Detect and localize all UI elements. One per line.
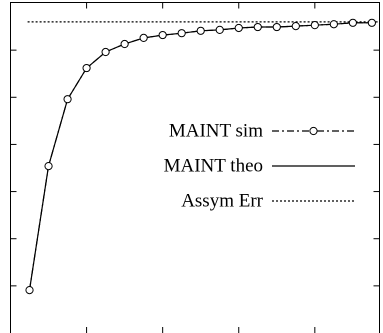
data-point <box>272 22 281 32</box>
data-point <box>367 18 376 27</box>
data-point <box>82 63 91 73</box>
legend-marker <box>309 126 318 136</box>
data-point <box>291 22 300 31</box>
data-point <box>120 39 129 49</box>
legend-label: Assym Err <box>181 190 263 211</box>
plot-frame <box>10 2 380 333</box>
data-point <box>177 29 186 38</box>
data-point <box>310 21 319 30</box>
data-point <box>139 33 148 42</box>
legend-label: MAINT sim <box>169 120 263 141</box>
data-point <box>329 20 338 29</box>
data-point <box>215 25 224 34</box>
data-point <box>196 26 205 35</box>
data-point <box>234 23 243 33</box>
data-point <box>253 22 262 32</box>
legend-label: MAINT theo <box>164 155 263 176</box>
data-point <box>44 162 53 171</box>
data-point <box>25 286 34 295</box>
data-point <box>101 47 110 57</box>
data-point <box>63 95 72 104</box>
legend-bg <box>100 186 362 216</box>
data-point <box>158 30 167 40</box>
data-point <box>348 18 357 27</box>
